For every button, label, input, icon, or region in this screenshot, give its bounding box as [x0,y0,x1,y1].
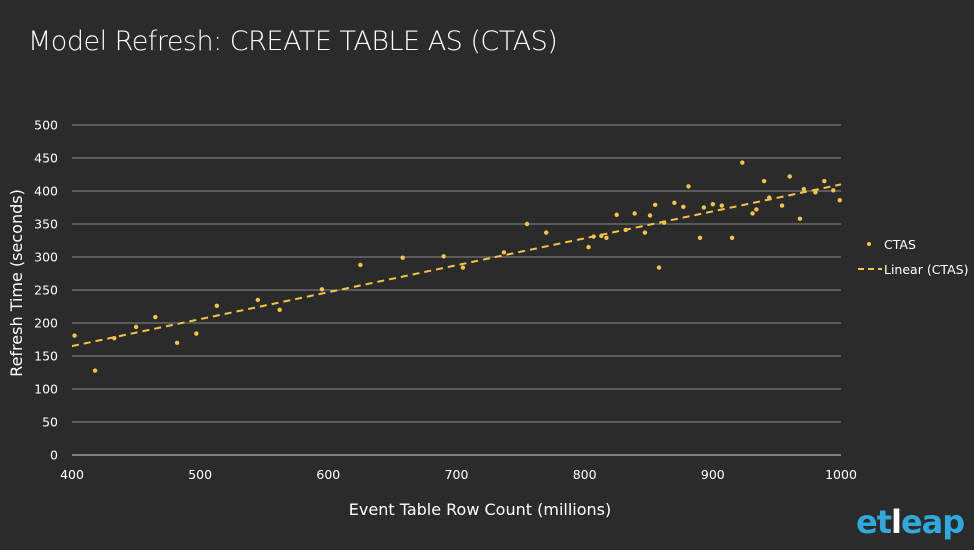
data-point [92,368,98,373]
data-point [441,254,446,259]
data-point [779,203,785,208]
data-point [701,205,707,210]
data-point [831,188,836,193]
data-point [194,331,199,336]
y-axis-label: Refresh Time (seconds) [7,189,26,377]
data-point [544,230,549,235]
y-tick-label: 300 [34,250,58,265]
y-tick-label: 200 [34,316,58,331]
data-point [754,207,759,212]
x-axis-label: Event Table Row Count (millions) [349,500,611,519]
data-point [72,333,77,338]
data-point [358,262,363,268]
data-point [599,233,604,239]
data-point [656,265,662,270]
data-point [729,235,735,241]
legend-ctas-marker [867,242,871,246]
y-tick-label: 400 [34,184,58,199]
data-point [586,244,591,250]
data-point [642,230,648,235]
data-point [672,200,677,206]
x-tick-label: 400 [60,467,84,482]
data-point [740,160,745,165]
data-point [632,211,637,216]
trendline [71,183,842,348]
data-point [604,235,609,241]
legend: CTAS Linear (CTAS) [858,237,968,277]
data-point [133,324,139,330]
x-tick-label: 600 [316,467,340,482]
x-tick-label: 900 [701,467,725,482]
data-point [255,297,261,303]
data-point [460,265,466,270]
data-point [719,203,725,208]
data-point [623,227,628,233]
y-tick-label: 450 [34,151,58,166]
data-point [400,255,405,260]
data-point [174,340,180,345]
data-point [767,195,772,200]
data-point [319,287,325,292]
etleap-logo: etleap [856,503,965,541]
data-point [787,174,792,179]
y-tick-label: 50 [42,415,58,430]
data-point [750,211,755,216]
x-tick-label: 700 [445,467,469,482]
data-point [277,307,282,312]
data-point [681,204,686,210]
data-point [761,178,767,184]
data-point [501,250,507,255]
x-tick-label: 500 [188,467,212,482]
data-points [72,160,842,373]
data-point [214,303,220,309]
y-tick-label: 100 [34,382,58,397]
x-tick-labels: 400 500 600 700 800 900 1000 [60,467,857,482]
data-point [797,216,803,221]
y-tick-label: 250 [34,283,58,298]
data-point [112,335,117,341]
data-point [647,213,653,218]
chart-title: Model Refresh: CREATE TABLE AS (CTAS) [28,26,558,57]
data-point [153,314,158,320]
x-tick-label: 800 [573,467,597,482]
data-point [614,212,619,217]
y-tick-label: 350 [34,217,58,232]
legend-linear-label: Linear (CTAS) [884,262,968,277]
data-point [661,220,667,225]
data-point [686,184,691,189]
y-tick-labels: 0 50 100 150 200 250 300 350 400 450 500 [34,118,58,463]
data-point [697,235,703,241]
x-tick-label: 1000 [825,467,857,482]
data-point [710,202,716,207]
data-point [591,234,596,239]
legend-ctas-label: CTAS [884,237,916,252]
trendline-group [71,183,842,348]
gridlines [72,124,841,456]
data-point [524,221,530,227]
y-tick-label: 500 [34,118,58,133]
data-point [652,202,658,208]
y-tick-label: 0 [50,448,58,463]
y-tick-label: 150 [34,349,58,364]
data-point [801,186,807,192]
data-point [822,178,827,184]
data-point [813,190,818,195]
data-point [837,198,842,203]
